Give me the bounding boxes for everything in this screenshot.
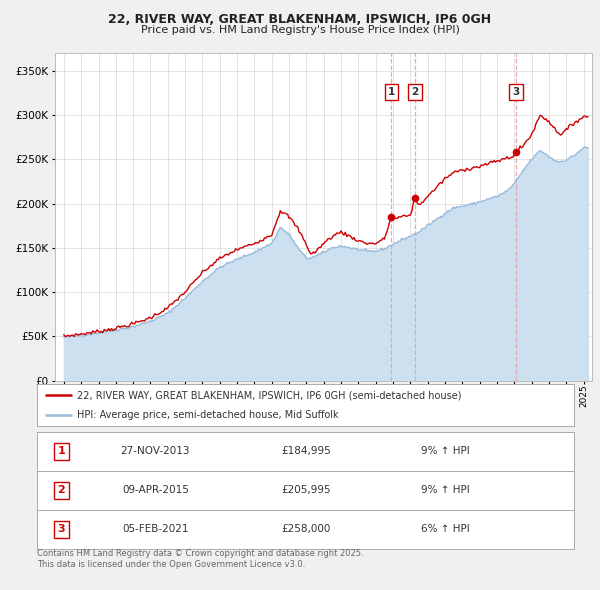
Text: 9% ↑ HPI: 9% ↑ HPI [421, 447, 470, 456]
Text: 22, RIVER WAY, GREAT BLAKENHAM, IPSWICH, IP6 0GH (semi-detached house): 22, RIVER WAY, GREAT BLAKENHAM, IPSWICH,… [77, 391, 462, 401]
Text: 1: 1 [58, 447, 65, 456]
Text: 2: 2 [58, 486, 65, 495]
Text: Price paid vs. HM Land Registry's House Price Index (HPI): Price paid vs. HM Land Registry's House … [140, 25, 460, 35]
Text: 22, RIVER WAY, GREAT BLAKENHAM, IPSWICH, IP6 0GH: 22, RIVER WAY, GREAT BLAKENHAM, IPSWICH,… [109, 13, 491, 26]
Text: Contains HM Land Registry data © Crown copyright and database right 2025.
This d: Contains HM Land Registry data © Crown c… [37, 549, 364, 569]
Text: 27-NOV-2013: 27-NOV-2013 [121, 447, 190, 456]
Text: £258,000: £258,000 [281, 525, 331, 534]
Text: 9% ↑ HPI: 9% ↑ HPI [421, 486, 470, 495]
Text: 3: 3 [512, 87, 520, 97]
Text: 3: 3 [58, 525, 65, 534]
Text: £184,995: £184,995 [281, 447, 331, 456]
Text: 1: 1 [388, 87, 395, 97]
Text: 05-FEB-2021: 05-FEB-2021 [122, 525, 188, 534]
Text: £205,995: £205,995 [281, 486, 331, 495]
Text: 2: 2 [412, 87, 419, 97]
Text: 6% ↑ HPI: 6% ↑ HPI [421, 525, 470, 534]
Text: 09-APR-2015: 09-APR-2015 [122, 486, 189, 495]
Text: HPI: Average price, semi-detached house, Mid Suffolk: HPI: Average price, semi-detached house,… [77, 411, 339, 420]
